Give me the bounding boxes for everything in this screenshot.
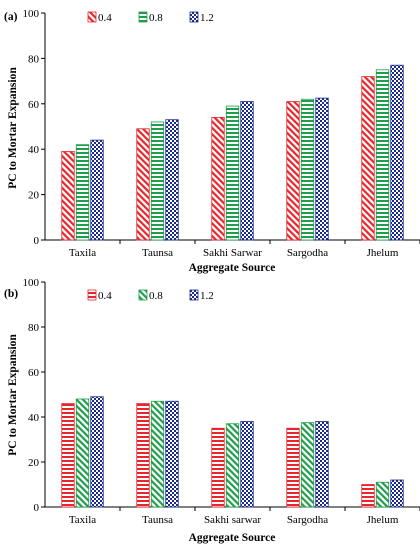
- x-tick-label: Jhelum: [367, 514, 399, 526]
- x-tick-label: Taxila: [69, 514, 96, 526]
- chart-panel-b: (b) PC to Mortar Expansion Aggregate Sou…: [4, 277, 420, 544]
- bar: [240, 101, 254, 241]
- bar: [61, 151, 75, 241]
- bar: [225, 423, 240, 508]
- y-tick-label: 20: [28, 190, 40, 202]
- bar: [286, 101, 300, 241]
- bar: [136, 403, 150, 508]
- legend-swatch: [138, 289, 148, 301]
- y-tick-label: 60: [28, 99, 40, 111]
- y-axis-label: PC to Mortar Expansion: [7, 67, 19, 189]
- y-tick-label: 80: [28, 53, 40, 65]
- legend-swatch: [189, 11, 199, 23]
- bar: [90, 396, 104, 508]
- y-axis-label: PC to Mortar Expansion: [7, 334, 19, 456]
- bar: [390, 479, 404, 508]
- y-tick-label: 0: [34, 235, 40, 247]
- x-axis-label: Aggregate Source: [189, 262, 276, 274]
- bar: [315, 421, 329, 508]
- bar: [136, 128, 150, 241]
- bar: [150, 400, 165, 508]
- plot-area: 0 20 40 60 80 100 Taxila Taunsa Sakhi sarwar Sarg…: [23, 277, 420, 526]
- chart-panel-a: (a) PC to Mortar Expansion Aggregate Sou…: [4, 8, 420, 274]
- bar: [375, 481, 390, 508]
- legend-swatch: [189, 289, 199, 301]
- y-tick-label: 0: [34, 502, 40, 514]
- x-tick-label: Jhelum: [367, 247, 399, 259]
- x-tick-label: Sargodha: [287, 514, 328, 526]
- x-tick-label: Taunsa: [142, 514, 173, 526]
- bar: [211, 427, 225, 508]
- legend-swatch: [138, 11, 148, 23]
- legend-swatch: [87, 289, 97, 301]
- legend-label: 0.4: [98, 290, 112, 302]
- bar: [300, 98, 315, 241]
- x-tick-label: Sargodha: [287, 247, 328, 259]
- bar: [286, 427, 300, 508]
- bar: [315, 97, 329, 241]
- bar: [75, 144, 90, 241]
- legend-label: 0.4: [98, 12, 112, 24]
- panel-label: (b): [4, 288, 18, 300]
- bar: [211, 117, 225, 241]
- panel-label: (a): [4, 11, 18, 23]
- y-tick-label: 40: [28, 144, 40, 156]
- bar: [300, 422, 315, 508]
- legend-label: 0.8: [149, 290, 163, 302]
- bar: [240, 421, 254, 508]
- y-tick-label: 60: [28, 367, 40, 379]
- x-tick-label: Sakhi sarwar: [204, 514, 261, 526]
- x-tick-label: Taxila: [69, 247, 96, 259]
- legend-label: 1.2: [200, 12, 214, 24]
- legend-label: 1.2: [200, 290, 214, 302]
- bar: [61, 403, 75, 508]
- y-tick-label: 80: [28, 322, 40, 334]
- plot-area: 0 20 40 60 80 100 Taxila Taunsa Sakhi Sarwar Sarg…: [23, 8, 420, 259]
- bar: [390, 64, 404, 241]
- bar: [225, 105, 240, 241]
- bar: [361, 76, 375, 241]
- bar: [165, 400, 179, 508]
- y-tick-label: 40: [28, 412, 40, 424]
- bar: [90, 139, 104, 241]
- bar: [150, 121, 165, 241]
- legend-label: 0.8: [149, 12, 163, 24]
- legend-swatch: [87, 11, 97, 23]
- bar: [375, 69, 390, 241]
- x-tick-label: Sakhi Sarwar: [203, 247, 262, 259]
- bar: [75, 398, 90, 508]
- y-tick-label: 100: [23, 277, 40, 289]
- bar: [165, 119, 179, 241]
- y-tick-label: 100: [23, 8, 40, 20]
- x-tick-label: Taunsa: [142, 247, 173, 259]
- x-axis-label: Aggregate Source: [189, 532, 276, 544]
- bar: [361, 484, 375, 508]
- y-tick-label: 20: [28, 457, 40, 469]
